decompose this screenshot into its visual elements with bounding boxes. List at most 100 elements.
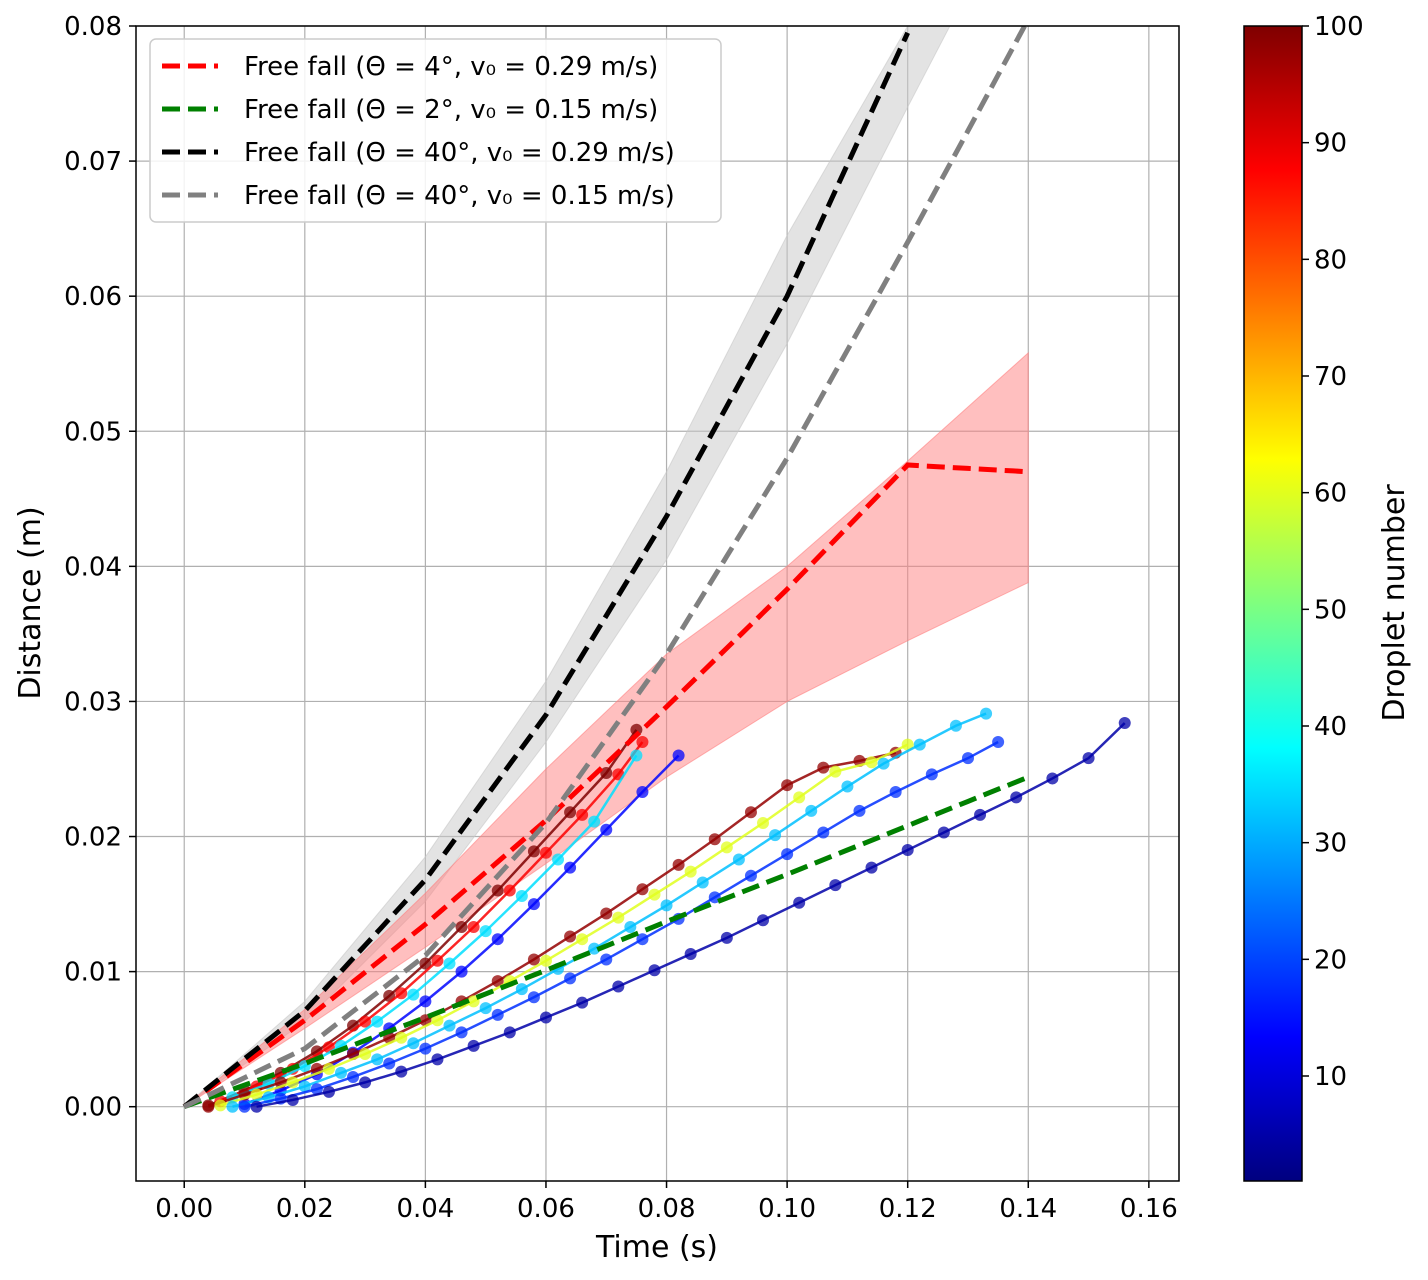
droplet-point [419,995,432,1008]
droplet-point [527,898,540,911]
droplet-point [419,957,432,970]
x-tick-label: 0.12 [879,1194,937,1224]
droplet-point [720,931,733,944]
legend-label: Free fall (Θ = 2°, v₀ = 0.15 m/s) [244,95,658,125]
droplet-point [491,1008,504,1021]
y-axis-ticks: 0.00 0.01 0.02 0.03 0.04 0.05 0.06 0.07 0.08 [64,12,136,1123]
droplet-point [793,791,806,804]
droplet-point [901,844,914,857]
droplet-point [226,1100,239,1113]
droplet-point [491,975,504,988]
model-line [183,774,1030,1110]
droplet-point [467,921,480,934]
droplet-point [359,1048,372,1061]
droplet-point [564,861,577,874]
droplet-series [202,707,1131,1113]
droplet-trajectory-line [244,740,999,1108]
droplet-point [769,829,782,842]
droplet-point [829,879,842,892]
droplet-point [576,933,589,946]
droplet-point [431,1014,444,1027]
droplet-point [491,933,504,946]
droplet-point [479,1002,492,1015]
droplet-point [298,1080,311,1093]
droplet-point [624,921,637,934]
droplet-point [1046,772,1059,785]
droplet-point [347,1070,360,1083]
droplet-point [636,933,649,946]
droplet-point [564,806,577,819]
droplet-point [395,1031,408,1044]
droplet-point [1118,717,1131,730]
x-tick-label: 0.04 [396,1194,454,1224]
droplet-point [250,1088,263,1101]
droplet-point [491,884,504,897]
droplet-point [334,1066,347,1079]
droplet-point [732,853,745,866]
droplet-point [757,914,770,927]
droplet-point [853,804,866,817]
droplet-point [696,876,709,889]
y-tick-label: 0.05 [64,417,122,447]
droplet-trajectory-line [220,743,909,1107]
colorbar-tick-label: 100 [1314,12,1364,42]
x-tick-label: 0.16 [1120,1194,1178,1224]
droplet-point [781,779,794,792]
droplet-point [648,964,661,977]
droplet-point [636,785,649,798]
x-tick-label: 0.00 [155,1194,213,1224]
model-line [182,462,1029,1109]
droplet-point [636,735,649,748]
droplet-point [841,780,854,793]
model-line [182,31,910,1109]
droplet-point [310,1083,323,1096]
droplet-point [1082,752,1095,765]
x-axis-label: Time (s) [595,1230,718,1265]
droplet-point [949,719,962,732]
droplet-point [992,735,1005,748]
legend-label: Free fall (Θ = 40°, v₀ = 0.15 m/s) [244,181,675,211]
droplet-point [865,756,878,769]
droplet-point [407,1037,420,1050]
droplet-point [805,804,818,817]
droplet-point [467,1039,480,1052]
droplet-point [925,768,938,781]
x-tick-label: 0.06 [517,1194,575,1224]
droplet-point [865,861,878,874]
colorbar-tick-label: 50 [1314,595,1347,625]
droplet-point [1010,791,1023,804]
droplet-point [901,738,914,751]
model-line [183,26,1028,1109]
y-axis-label: Distance (m) [13,506,48,699]
droplet-point [214,1099,227,1112]
droplet-point [527,953,540,966]
droplet-point [980,707,993,720]
plot-frame [135,25,1180,1182]
droplet-point [660,899,673,912]
y-tick-label: 0.06 [64,282,122,312]
droplet-point [371,1015,384,1028]
droplet-point [286,1076,299,1089]
droplet-point [600,823,613,836]
droplet-point [286,1093,299,1106]
droplet-trajectory-line [232,712,987,1108]
legend: Free fall (Θ = 4°, v₀ = 0.29 m/s) Free fa… [149,38,722,223]
droplet-point [503,884,516,897]
droplet-point [419,1042,432,1055]
droplet-point [877,757,890,770]
droplet-point [974,808,987,821]
droplet-point [359,1076,372,1089]
model-lines [182,26,1030,1110]
droplet-point [539,954,552,967]
droplet-point [961,752,974,765]
droplet-point [576,808,589,821]
confidence-band [183,351,1029,1108]
legend-box [149,38,722,223]
droplet-point [310,1045,323,1058]
x-tick-label: 0.10 [758,1194,816,1224]
droplet-point [431,1053,444,1066]
droplet-point [600,767,613,780]
droplet-point [684,948,697,961]
droplet-point [539,1011,552,1024]
y-tick-label: 0.02 [64,823,122,853]
